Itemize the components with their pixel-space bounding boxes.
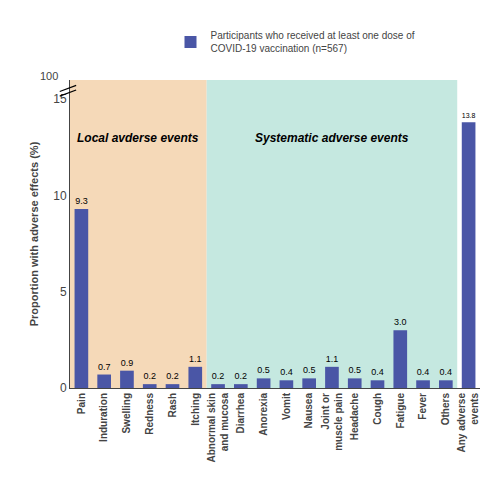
svg-text:0.4: 0.4 — [371, 367, 384, 377]
svg-text:Redness: Redness — [144, 393, 155, 435]
svg-text:0.4: 0.4 — [280, 367, 293, 377]
svg-text:0.2: 0.2 — [212, 371, 225, 381]
svg-text:Joint ormuscle pain: Joint ormuscle pain — [320, 393, 344, 451]
svg-text:Fatigue: Fatigue — [395, 393, 406, 429]
svg-text:Cough: Cough — [372, 393, 383, 425]
svg-text:0.4: 0.4 — [417, 367, 430, 377]
svg-text:0.5: 0.5 — [348, 365, 361, 375]
svg-text:5: 5 — [60, 285, 67, 299]
svg-text:Headache: Headache — [349, 393, 360, 441]
svg-text:0.5: 0.5 — [303, 365, 316, 375]
svg-text:Systematic adverse events: Systematic adverse events — [255, 131, 409, 145]
svg-text:13.8: 13.8 — [462, 112, 476, 119]
svg-text:0.5: 0.5 — [257, 365, 270, 375]
svg-text:Swelling: Swelling — [121, 393, 132, 434]
svg-text:Any adverseevents: Any adverseevents — [456, 393, 480, 453]
svg-text:Local avderse events: Local avderse events — [77, 131, 199, 145]
svg-text:0.7: 0.7 — [98, 362, 111, 372]
svg-text:Nausea: Nausea — [303, 393, 314, 429]
svg-text:0.9: 0.9 — [121, 358, 134, 368]
svg-text:0: 0 — [60, 381, 67, 395]
svg-text:Fever: Fever — [417, 393, 428, 420]
svg-text:Others: Others — [440, 393, 451, 426]
svg-text:0.2: 0.2 — [166, 371, 179, 381]
svg-text:Vomit: Vomit — [281, 392, 292, 420]
svg-text:Participants who received at l: Participants who received at least one d… — [211, 30, 415, 54]
svg-text:0.4: 0.4 — [440, 367, 453, 377]
svg-text:9.3: 9.3 — [75, 196, 88, 206]
svg-text:15: 15 — [53, 92, 67, 106]
svg-text:Proportion with adverse effect: Proportion with adverse effects (%) — [28, 141, 40, 326]
svg-text:10: 10 — [53, 189, 67, 203]
svg-text:Pain: Pain — [76, 393, 87, 414]
svg-text:Abnormal skinand mucosa: Abnormal skinand mucosa — [206, 393, 230, 463]
svg-text:3.0: 3.0 — [394, 317, 407, 327]
svg-text:Diarrhea: Diarrhea — [235, 393, 246, 434]
svg-text:Induration: Induration — [98, 393, 109, 442]
svg-text:Rash: Rash — [167, 393, 178, 417]
svg-text:Anorexia: Anorexia — [258, 393, 269, 436]
svg-text:0.2: 0.2 — [235, 371, 248, 381]
svg-text:1.1: 1.1 — [189, 354, 202, 364]
svg-text:100: 100 — [40, 70, 58, 82]
svg-text:1.1: 1.1 — [326, 354, 339, 364]
svg-text:0.2: 0.2 — [143, 371, 156, 381]
svg-text:Itching: Itching — [190, 393, 201, 426]
